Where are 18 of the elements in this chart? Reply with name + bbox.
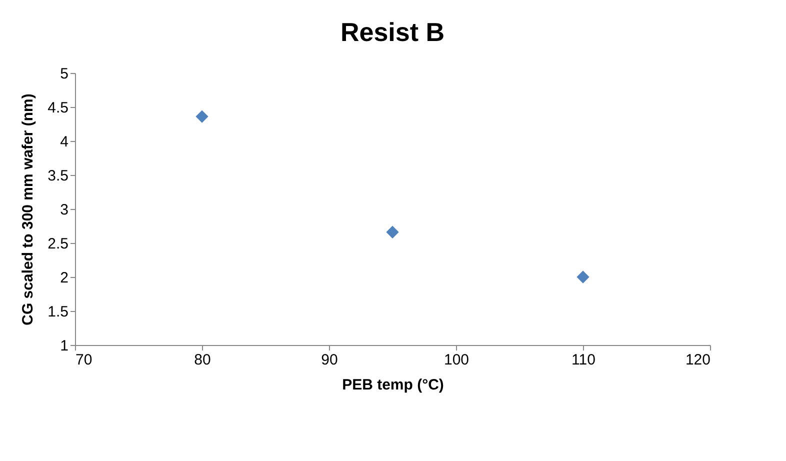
x-tick-label: 70 xyxy=(76,352,92,368)
y-tick-label: 5 xyxy=(60,66,68,82)
y-tick-label: 2 xyxy=(60,270,68,286)
y-tick-label: 1 xyxy=(60,338,68,354)
y-tick-label: 3.5 xyxy=(48,168,68,184)
x-tick-label: 120 xyxy=(685,352,710,368)
x-tick-label: 110 xyxy=(572,352,596,368)
y-axis-title: CG scaled to 300 mm wafer (nm) xyxy=(20,94,37,326)
x-axis-title: PEB temp (°C) xyxy=(342,376,444,394)
x-tick-label: 100 xyxy=(444,352,470,368)
x-tick-label: 90 xyxy=(321,352,338,368)
y-tick-label: 2.5 xyxy=(48,236,68,252)
y-tick-label: 3 xyxy=(60,202,68,218)
y-tick-label: 1.5 xyxy=(48,304,68,320)
chart-title: Resist B xyxy=(340,17,445,47)
x-tick-label: 80 xyxy=(194,352,211,368)
y-tick-label: 4.5 xyxy=(48,100,68,116)
y-tick-label: 4 xyxy=(60,134,68,150)
